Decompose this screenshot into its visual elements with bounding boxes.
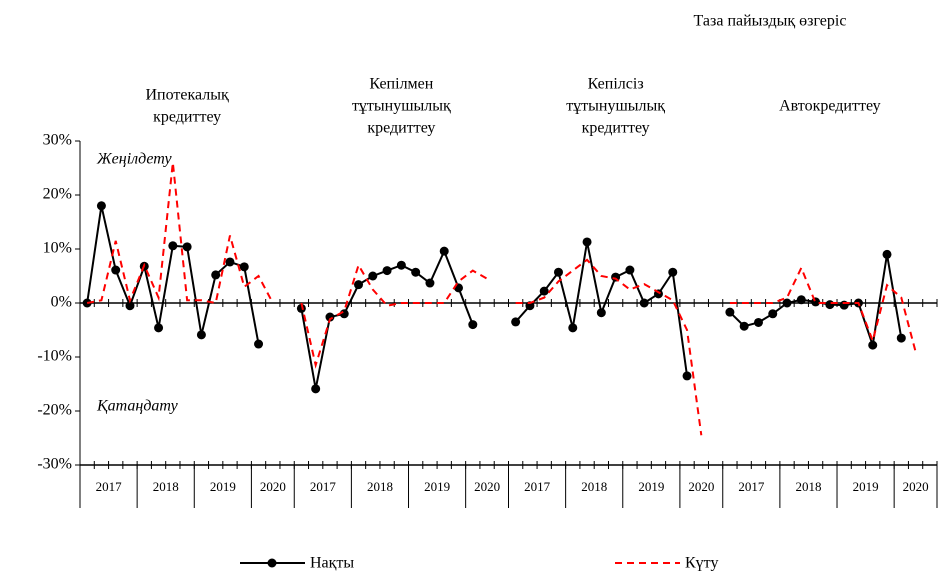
series-line [300, 262, 488, 369]
chart-title: Таза пайыздық өзгеріс [694, 13, 847, 30]
group-label: кредиттеу [153, 109, 221, 126]
series-marker [882, 249, 892, 259]
group-label: тұтынушылық [566, 98, 665, 115]
year-label: 2018 [795, 479, 821, 494]
y-tick-label: -20% [37, 402, 72, 419]
series-marker [439, 246, 449, 256]
series-marker [782, 298, 792, 308]
y-tick-label: 30% [43, 132, 72, 149]
year-label: 2018 [581, 479, 607, 494]
year-label: 2018 [153, 479, 179, 494]
series-marker [96, 201, 106, 211]
legend-label: Күту [685, 555, 718, 572]
year-label: 2019 [210, 479, 236, 494]
series-marker [639, 298, 649, 308]
year-label: 2019 [424, 479, 450, 494]
series-marker [211, 270, 221, 280]
year-label: 2017 [96, 479, 123, 494]
series-line [86, 162, 274, 305]
series-marker [225, 257, 235, 267]
year-label: 2018 [367, 479, 393, 494]
group-label: Кепілмен [369, 76, 433, 93]
group-label: кредиттеу [367, 120, 435, 137]
y-tick-label: 0% [51, 294, 72, 311]
series-marker [411, 267, 421, 277]
series-marker [239, 262, 249, 272]
group-label: Ипотекалық [145, 87, 229, 104]
series-marker [753, 317, 763, 327]
series-line [86, 205, 260, 345]
series-marker [425, 278, 435, 288]
series-marker [325, 312, 335, 322]
group-label: кредиттеу [582, 120, 650, 137]
series-marker [396, 260, 406, 270]
series-marker [154, 323, 164, 333]
series-marker [682, 371, 692, 381]
series-marker [768, 309, 778, 319]
series-marker [568, 323, 578, 333]
series-marker [868, 340, 878, 350]
series-marker [553, 267, 563, 277]
y-tick-label: 10% [43, 240, 72, 257]
year-label: 2017 [738, 479, 765, 494]
group-label: Автокредиттеу [779, 98, 881, 115]
series-marker [296, 303, 306, 313]
series-marker [625, 265, 635, 275]
series-marker [725, 307, 735, 317]
year-label: 2020 [260, 479, 286, 494]
series-marker [125, 301, 135, 311]
series-marker [111, 265, 121, 275]
legend-label: Нақты [310, 555, 354, 572]
series-marker [311, 384, 321, 394]
series-marker [825, 300, 835, 310]
series-marker [668, 267, 678, 277]
series-marker [168, 241, 178, 251]
series-marker [796, 295, 806, 305]
year-label: 2017 [310, 479, 337, 494]
year-label: 2020 [688, 479, 714, 494]
group-label: тұтынушылық [352, 98, 451, 115]
year-label: 2019 [638, 479, 664, 494]
y-tick-label: -30% [37, 456, 72, 473]
series-marker [511, 317, 521, 327]
series-marker [196, 330, 206, 340]
y-tick-label: -10% [37, 348, 72, 365]
series-marker [382, 266, 392, 276]
year-label: 2020 [474, 479, 500, 494]
annotation: Жеңілдету [96, 151, 172, 168]
group-label: Кепілсіз [588, 76, 644, 93]
year-label: 2017 [524, 479, 551, 494]
series-marker [368, 271, 378, 281]
series-marker [811, 297, 821, 307]
series-marker [739, 321, 749, 331]
series-marker [539, 286, 549, 296]
annotation: Қатаңдату [96, 398, 179, 415]
year-label: 2019 [853, 479, 879, 494]
legend-marker [267, 558, 277, 568]
series-marker [354, 280, 364, 290]
series-marker [596, 308, 606, 318]
series-marker [254, 339, 264, 349]
series-line [515, 258, 703, 436]
series-marker [896, 333, 906, 343]
year-label: 2020 [903, 479, 929, 494]
series-marker [468, 320, 478, 330]
y-tick-label: 20% [43, 186, 72, 203]
series-marker [582, 237, 592, 247]
series-marker [182, 242, 192, 252]
series-line [729, 265, 917, 352]
